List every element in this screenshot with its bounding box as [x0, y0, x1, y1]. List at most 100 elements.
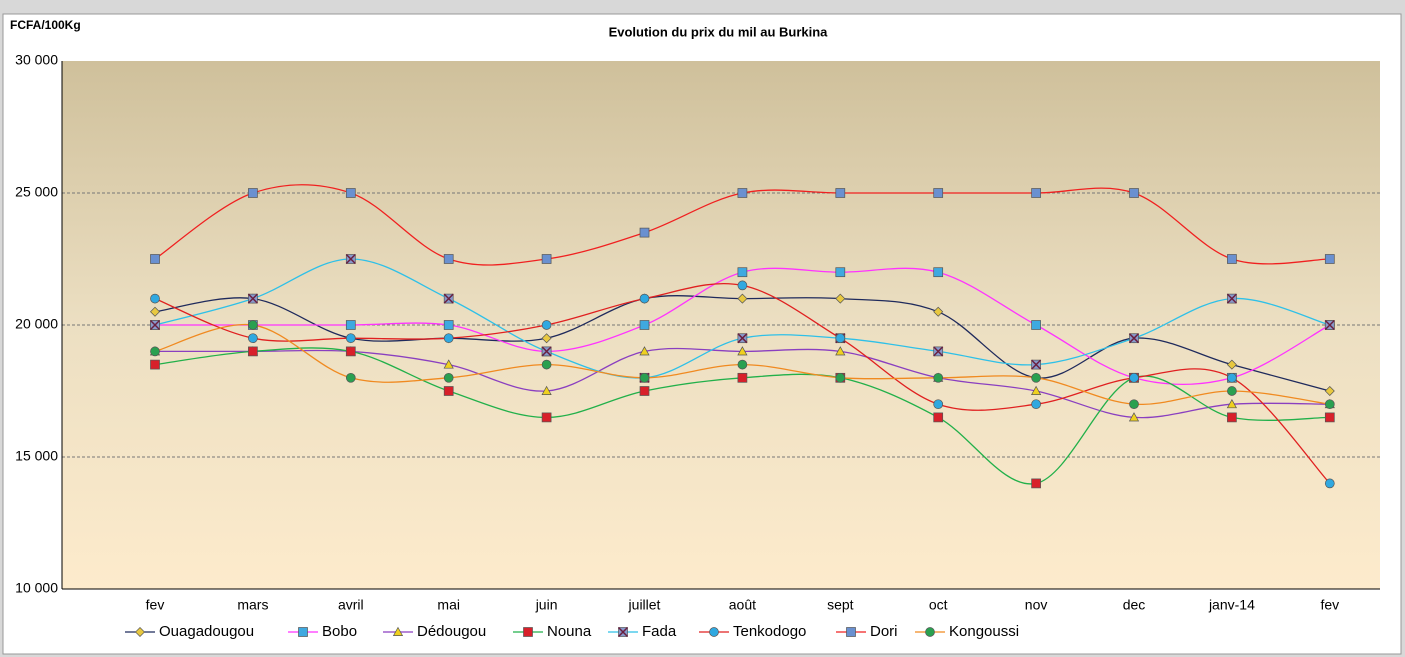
- marker: [933, 412, 944, 423]
- marker: [541, 359, 552, 370]
- marker: [541, 320, 552, 330]
- marker: [1031, 320, 1041, 330]
- marker: [925, 627, 935, 637]
- y-tick-label: 25 000: [15, 184, 58, 200]
- marker: [248, 333, 258, 344]
- marker: [1324, 478, 1335, 489]
- marker-cross: [247, 293, 258, 304]
- legend: Ouagadougou Bobo Dédougou Nouna Fada Tenkodog…: [125, 623, 1019, 640]
- marker: [737, 359, 748, 370]
- legend-label: Bobo: [322, 623, 357, 640]
- legend-label: Ouagadougou: [159, 623, 254, 640]
- marker-cross: [443, 293, 454, 304]
- chart-title: Evolution du prix du mil au Burkina: [609, 24, 829, 39]
- x-tick-label: sept: [827, 597, 854, 613]
- x-tick-label: fev: [146, 597, 165, 613]
- marker: [1324, 399, 1335, 410]
- marker: [737, 280, 748, 291]
- marker: [1031, 385, 1042, 395]
- marker-cross: [933, 346, 944, 357]
- marker: [150, 306, 160, 317]
- marker: [1129, 372, 1139, 383]
- y-tick-label: 30 000: [15, 52, 58, 68]
- marker: [248, 320, 258, 330]
- marker-cross: [1324, 319, 1335, 331]
- marker: [298, 627, 308, 637]
- marker: [846, 627, 856, 637]
- marker: [1324, 386, 1335, 396]
- y-tick-label: 10 000: [15, 580, 58, 596]
- marker: [541, 333, 552, 344]
- marker: [737, 188, 748, 198]
- marker: [248, 188, 258, 198]
- marker: [709, 627, 719, 637]
- marker: [443, 359, 454, 369]
- x-tick-label: nov: [1025, 597, 1048, 613]
- marker: [933, 267, 944, 278]
- marker: [523, 627, 533, 637]
- x-tick-label: mars: [237, 597, 268, 613]
- legend-label: Fada: [642, 623, 677, 640]
- marker: [639, 386, 650, 396]
- marker: [1129, 188, 1139, 198]
- marker: [835, 188, 846, 198]
- marker: [737, 267, 748, 278]
- marker: [737, 293, 748, 304]
- marker: [835, 372, 846, 383]
- marker: [443, 254, 454, 264]
- legend-label: Dori: [870, 623, 898, 640]
- marker: [443, 320, 454, 330]
- marker: [1227, 412, 1237, 423]
- marker: [1226, 359, 1237, 370]
- x-tick-label: juillet: [628, 597, 661, 613]
- markers: [149, 188, 1335, 489]
- marker: [541, 385, 552, 395]
- marker: [1324, 412, 1335, 423]
- marker: [345, 333, 356, 344]
- y-tick-label: 15 000: [15, 448, 58, 464]
- marker-cross: [737, 333, 748, 344]
- marker: [150, 254, 160, 264]
- marker: [639, 372, 650, 383]
- marker-cross: [617, 626, 629, 638]
- x-tick-label: janv-14: [1208, 597, 1255, 613]
- marker-cross: [345, 253, 356, 265]
- marker: [737, 372, 748, 383]
- marker-cross: [541, 346, 552, 357]
- y-axis-label: FCFA/100Kg: [10, 18, 81, 32]
- x-tick-label: juin: [535, 597, 558, 613]
- marker-cross: [1226, 293, 1237, 304]
- marker: [835, 293, 846, 304]
- marker: [1031, 188, 1041, 198]
- marker-cross: [1031, 359, 1042, 370]
- marker: [1227, 386, 1237, 396]
- marker: [345, 320, 356, 330]
- marker-cross: [1128, 333, 1140, 344]
- marker: [639, 320, 650, 330]
- marker: [1324, 254, 1335, 264]
- marker: [639, 346, 650, 356]
- legend-label: Dédougou: [417, 623, 486, 640]
- x-tick-label: oct: [929, 597, 948, 613]
- marker: [933, 306, 944, 317]
- marker: [1227, 372, 1237, 383]
- marker: [933, 188, 944, 198]
- marker: [835, 346, 846, 356]
- marker: [345, 372, 356, 383]
- marker: [541, 412, 552, 423]
- y-tick-label: 20 000: [15, 316, 58, 332]
- marker: [737, 346, 748, 356]
- marker: [150, 293, 160, 304]
- legend-label: Nouna: [547, 623, 592, 640]
- x-tick-label: août: [729, 597, 756, 613]
- marker: [1031, 372, 1041, 383]
- marker: [392, 626, 404, 636]
- legend-label: Tenkodogo: [733, 623, 806, 640]
- marker: [345, 346, 356, 357]
- marker: [835, 333, 846, 344]
- marker: [150, 346, 160, 357]
- marker: [541, 254, 552, 264]
- grid: 10 000 15 000 20 000 25 000 30 000 fev mars avr…: [15, 52, 1380, 613]
- marker: [933, 399, 944, 410]
